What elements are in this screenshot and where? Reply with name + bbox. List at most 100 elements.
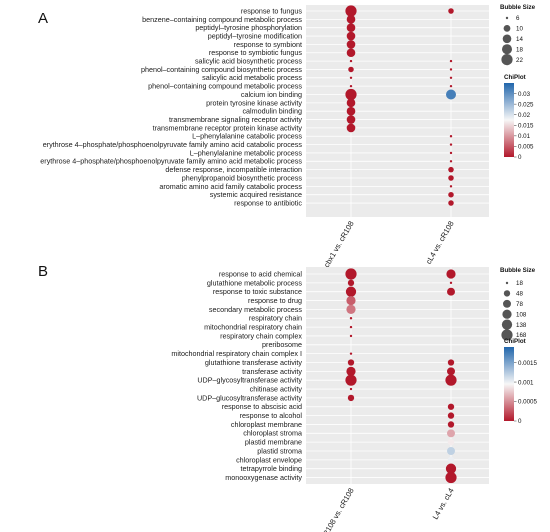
bubble [346,115,356,124]
y-tick-label: peptidyl–tyrosine modification [208,31,302,40]
bubble [349,352,353,355]
y-tick-label: UDP–glucosyltransferase activity [197,393,302,402]
bubble [346,23,356,33]
y-tick-label: response to acid chemical [219,269,303,278]
bubble [449,135,453,138]
y-tick-label: defense response, incompatible interacti… [165,165,302,174]
bubble [345,374,357,386]
y-tick-label: tetrapyrrole binding [240,464,302,473]
colorbar-tick-label: 0.005 [518,144,534,151]
colorbar-tick-label: 0 [518,154,522,161]
size-legend-label: 10 [516,26,523,33]
y-tick-label: chloroplast envelope [236,455,302,464]
bubble [345,88,357,101]
panel-a-colorbar [504,83,514,157]
bubble [447,367,455,376]
x-tick-label: L4 vs. cL4 [431,487,456,521]
y-tick-label: plastid membrane [245,438,302,447]
panel-a-x-labels: cbx1 vs. cR108 cL4 vs. cR108 [322,220,456,269]
y-tick-label: transmembrane receptor protein kinase ac… [153,123,303,132]
y-tick-label: calcium ion binding [241,90,302,99]
bubble [448,175,454,181]
bubble [346,304,356,315]
y-tick-label: response to drug [248,296,302,305]
colorbar-tick-label: 0.02 [518,112,531,119]
y-tick-label: preribosome [262,340,302,349]
y-tick-label: response to antibiotic [234,198,302,207]
y-tick-label: phenylpropanoid biosynthetic process [182,173,303,182]
bubble [449,281,453,285]
size-legend-dot [502,34,512,44]
bubble [445,463,457,474]
panel-b-colorbar [504,347,514,421]
bubble [448,200,454,206]
bubble [349,59,353,63]
bubble [449,68,453,71]
colorbar-tick-label: 0.0015 [518,360,537,367]
bubble [449,151,453,155]
bubble [348,66,354,73]
y-tick-label: erythrose 4–phosphate/phosphoenolpyruvat… [40,157,302,166]
size-legend-dot [501,54,513,66]
colorbar-tick-label: 0.015 [518,122,534,129]
panel-b-size-legend: 18 48 78 108 138 168 [501,280,527,341]
y-tick-label: peptidyl–tyrosine phosphorylation [195,23,302,32]
size-legend-dot [505,16,509,20]
panel-b-size-legend-title: Bubble Size [500,267,536,274]
bubble [449,76,453,80]
y-tick-label: transferase activity [242,367,302,376]
y-tick-label: erythrose 4–phosphate/phosphoenolpyruvat… [43,140,303,149]
y-tick-label: phenol–containing compound biosynthetic … [141,65,302,74]
panel-b-color-legend-title: ChiPlot [504,338,526,345]
size-legend-label: 18 [516,46,523,53]
y-tick-label: glutathione metabolic process [207,278,302,287]
size-legend-label: 18 [516,280,523,287]
y-tick-label: salicylic acid biosynthetic process [195,57,302,66]
bubble [349,317,353,320]
size-legend-label: 78 [516,301,523,308]
size-legend-label: 168 [516,332,527,339]
y-tick-label: response to abscisic acid [222,402,302,411]
bubble [346,31,356,41]
y-tick-label: glutathione transferase activity [205,358,302,367]
size-legend-label: 48 [516,291,523,298]
bubble [447,412,455,419]
bubble [345,286,357,297]
panel-a-bubbles [345,5,457,206]
size-legend-dot [503,290,511,297]
bubble [449,160,453,163]
y-tick-label: respiratory chain [249,314,302,323]
y-tick-label: secondary metabolic process [209,305,302,314]
bubble [346,48,356,58]
size-legend-dot [503,25,511,32]
bubble [346,15,356,24]
y-tick-label: response to toxic substance [213,287,302,296]
panel-a-size-legend-title: Bubble Size [500,4,536,11]
y-tick-label: calmodulin binding [242,107,302,116]
y-tick-label: chloroplast stroma [243,429,302,438]
bubble [346,98,356,108]
y-tick-label: aromatic amino acid family catabolic pro… [159,182,302,191]
x-tick-label: R108 vs. cR108 [321,487,356,532]
size-legend-label: 108 [516,311,527,318]
bubble [346,40,356,49]
bubble [347,359,355,366]
bubble [448,166,454,173]
size-legend-dot [501,44,513,55]
y-tick-label: response to symbiont [234,40,302,49]
y-tick-label: systemic acquired resistance [210,190,302,199]
size-legend-dot [503,299,511,308]
y-tick-label: monooxygenase activity [225,473,302,482]
bubble [448,8,454,14]
bubble [349,387,353,391]
bubble [345,268,357,280]
size-legend-label: 14 [516,36,523,43]
panel-a-size-legend: 6 10 14 18 22 [501,15,523,66]
bubble [347,279,355,287]
panel-a-colorbar-ticks: 0.03 0.025 0.02 0.015 0.01 0.005 0 [514,91,534,161]
panel-b-bubbles [345,268,457,484]
